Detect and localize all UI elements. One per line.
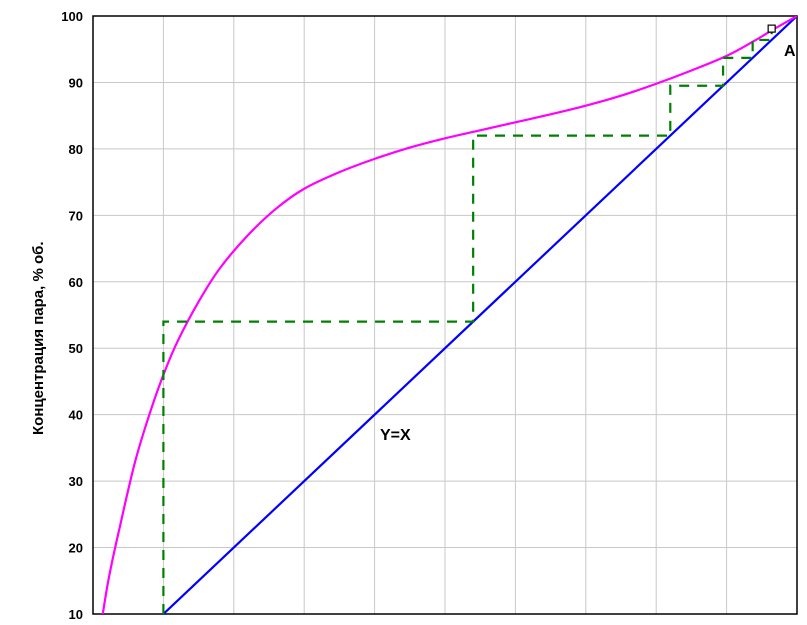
- y-tick-label: 100: [61, 9, 83, 24]
- y-tick-label: 50: [69, 341, 83, 356]
- y-tick-label: 80: [69, 142, 83, 157]
- label-A: A: [784, 43, 796, 60]
- y-tick-label: 20: [69, 541, 83, 556]
- y-tick-label: 10: [69, 607, 83, 622]
- chart-svg: 10 20 30 40 50 60 70 80 90 100 Y=X A: [0, 0, 807, 625]
- y-tick-label: 90: [69, 75, 83, 90]
- label-diag: Y=X: [380, 427, 411, 444]
- y-tick-label: 30: [69, 474, 83, 489]
- y-tick-label: 40: [69, 408, 83, 423]
- chart-container: { "chart": { "type": "line", "width_px":…: [0, 0, 807, 625]
- point-a-marker: [768, 25, 775, 32]
- y-axis-label: Концентрация пара, % об.: [30, 241, 47, 435]
- y-tick-label: 60: [69, 275, 83, 290]
- y-tick-label: 70: [69, 208, 83, 223]
